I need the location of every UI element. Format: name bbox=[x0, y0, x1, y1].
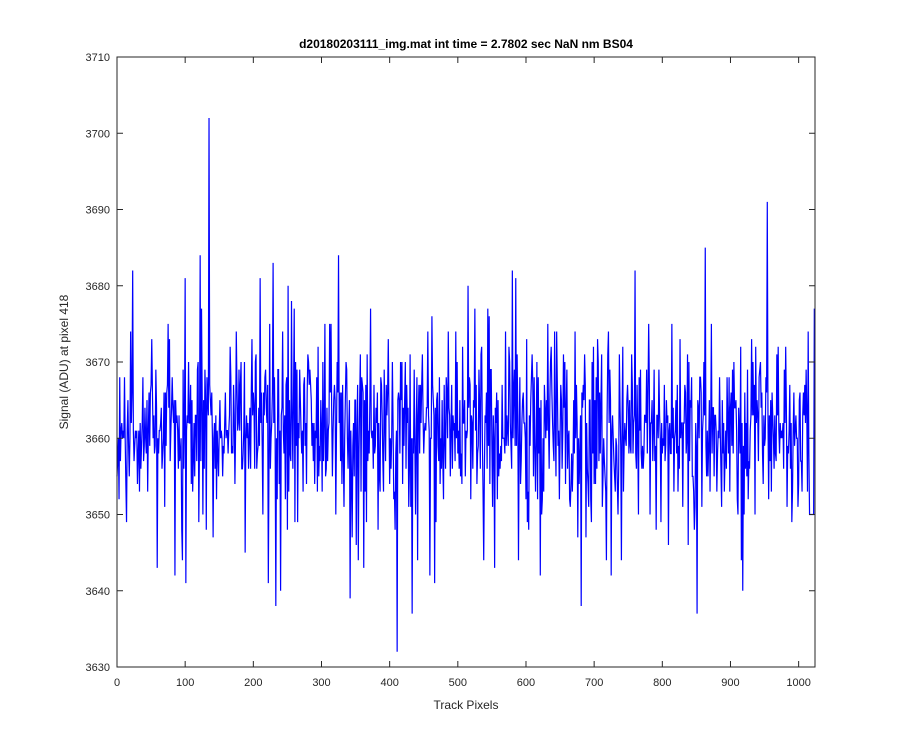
x-tick-label: 300 bbox=[312, 677, 330, 689]
y-tick-label: 3640 bbox=[86, 586, 110, 598]
x-tick-label: 0 bbox=[114, 677, 120, 689]
y-axis: 3630 3640 3650 3660 3670 3680 3690 3700 3710 bbox=[86, 52, 815, 674]
x-tick-label: 1000 bbox=[786, 677, 810, 689]
signal-series-line bbox=[116, 117, 815, 652]
x-tick-label: 800 bbox=[653, 677, 671, 689]
series-layer bbox=[116, 117, 815, 652]
x-tick-label: 100 bbox=[176, 677, 194, 689]
x-axis: 0 100 200 300 400 500 600 700 800 900 1000 bbox=[114, 57, 811, 689]
x-tick-label: 200 bbox=[244, 677, 262, 689]
y-tick-label: 3660 bbox=[86, 433, 110, 445]
x-tick-label: 900 bbox=[721, 677, 739, 689]
y-tick-label: 3680 bbox=[86, 281, 110, 293]
y-tick-label: 3650 bbox=[86, 510, 110, 522]
y-tick-label: 3690 bbox=[86, 205, 110, 217]
x-tick-label: 700 bbox=[585, 677, 603, 689]
plot-area-background bbox=[117, 57, 815, 667]
x-tick-label: 600 bbox=[517, 677, 535, 689]
y-tick-label: 3710 bbox=[86, 52, 110, 64]
x-tick-label: 500 bbox=[449, 677, 467, 689]
y-axis-label: Signal (ADU) at pixel 418 bbox=[57, 294, 71, 429]
y-tick-label: 3630 bbox=[86, 662, 110, 674]
y-tick-label: 3670 bbox=[86, 357, 110, 369]
y-tick-label: 3700 bbox=[86, 128, 110, 140]
x-tick-label: 400 bbox=[380, 677, 398, 689]
x-axis-label: Track Pixels bbox=[434, 698, 499, 712]
chart-title: d20180203111_img.mat int time = 2.7802 s… bbox=[299, 37, 633, 51]
